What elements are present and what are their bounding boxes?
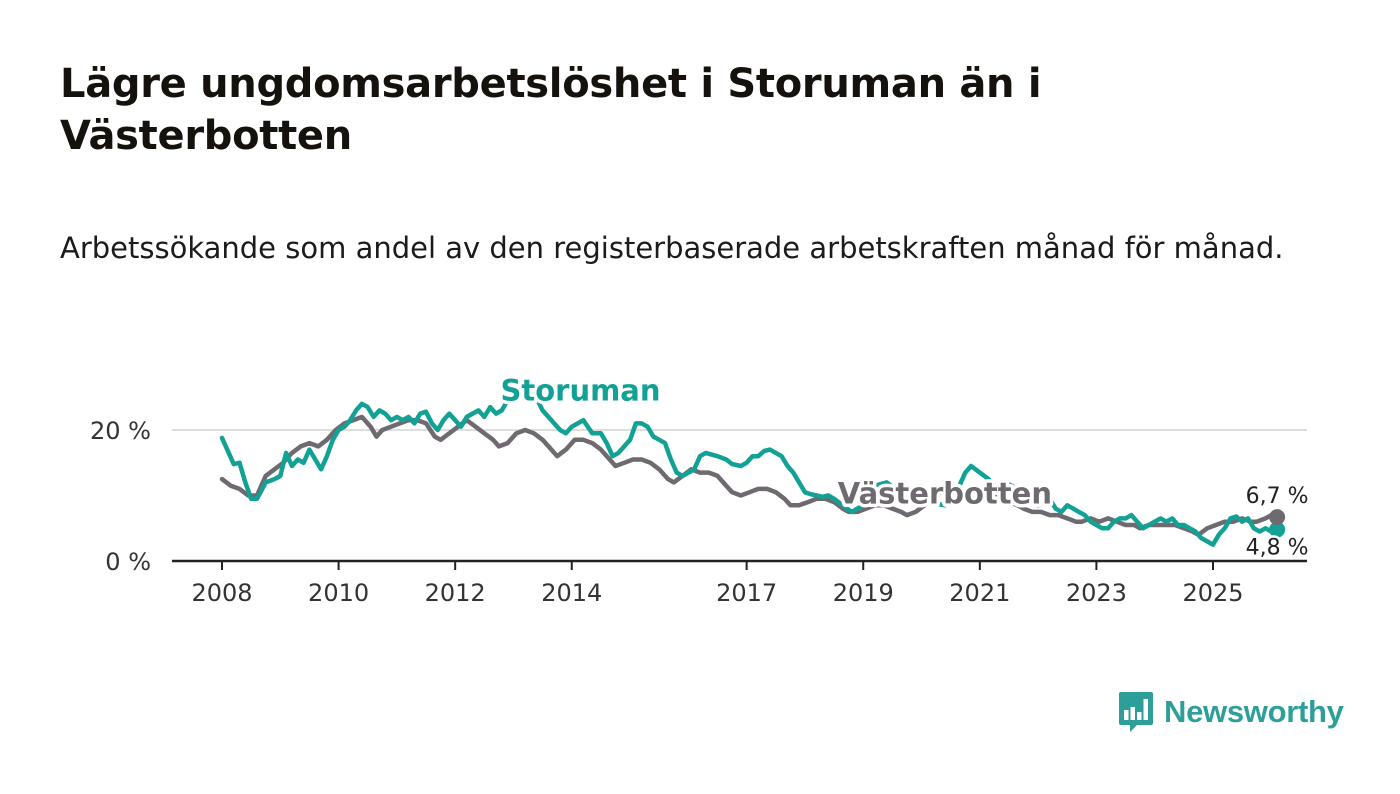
chart-subtitle: Arbetssökande som andel av den registerb… — [60, 231, 1284, 265]
series-label-storuman: Storuman — [500, 374, 660, 408]
x-tick-label: 2010 — [308, 579, 369, 607]
y-tick-label: 0 % — [105, 548, 151, 576]
series-labels: Storuman Västerbotten — [497, 370, 1055, 514]
x-tick-label: 2012 — [425, 579, 486, 607]
series-label-vasterbotten: Västerbotten — [838, 476, 1052, 510]
x-axis-ticks: 2008 2010 2012 2014 2017 2019 2021 2023 2025 — [191, 561, 1244, 607]
end-marker-storuman — [1269, 521, 1286, 538]
chart-title: Lägre ungdomsarbetslöshet i Storuman än … — [60, 61, 1042, 159]
end-value-label-vasterbotten: 6,7 % — [1246, 484, 1309, 509]
series-line-vasterbotten — [219, 414, 1280, 538]
series-line-storuman — [219, 381, 1280, 547]
x-tick-label: 2023 — [1066, 579, 1127, 607]
x-tick-label: 2017 — [716, 579, 777, 607]
x-tick-label: 2021 — [949, 579, 1010, 607]
y-tick-label: 20 % — [90, 417, 151, 445]
x-tick-label: 2014 — [541, 579, 602, 607]
y-axis-ticks: 0 % 20 % — [90, 417, 151, 576]
x-tick-label: 2019 — [833, 579, 894, 607]
brand-name: Newsworthy — [1164, 694, 1344, 729]
gridlines — [172, 429, 1307, 563]
end-marker-vasterbotten — [1269, 509, 1286, 526]
x-tick-label: 2025 — [1182, 579, 1243, 607]
end-value-label-storuman: 4,8 % — [1246, 536, 1309, 561]
newsworthy-logo: Newsworthy — [1118, 690, 1344, 734]
end-markers: 4,8 % 6,7 % — [1243, 482, 1311, 563]
x-tick-label: 2008 — [191, 579, 252, 607]
series-lines — [219, 381, 1280, 547]
bar-chart-speech-bubble-icon — [1119, 692, 1153, 732]
